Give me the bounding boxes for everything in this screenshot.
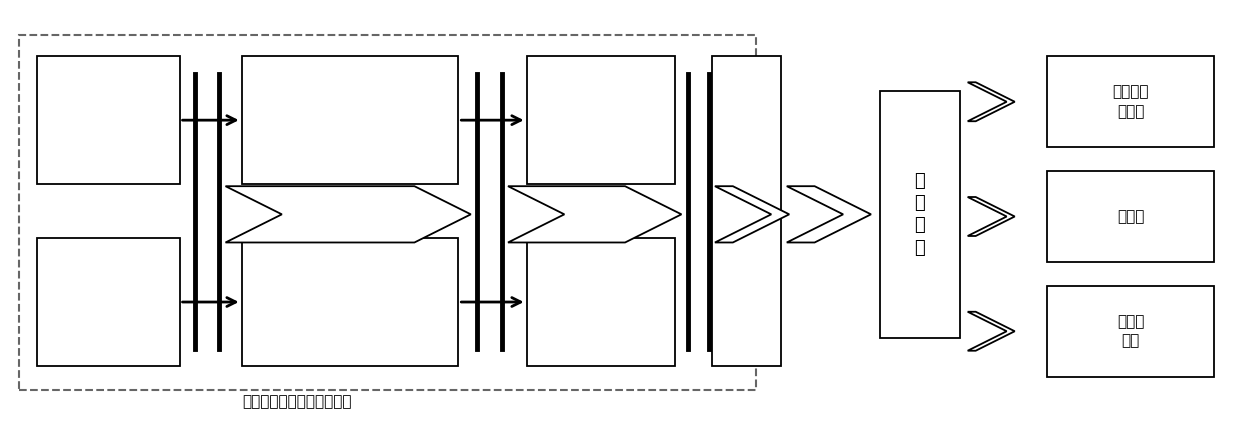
Text: 热状态
分析: 热状态 分析	[1116, 314, 1145, 349]
Polygon shape	[715, 186, 789, 242]
Bar	[37, 238, 180, 366]
Text: 内部温度
软测量: 内部温度 软测量	[1113, 84, 1149, 119]
Bar	[1047, 286, 1214, 377]
Polygon shape	[787, 186, 871, 242]
Bar	[242, 238, 458, 366]
Bar	[880, 91, 960, 338]
Bar	[1047, 56, 1214, 147]
Polygon shape	[968, 312, 1015, 351]
Bar	[712, 56, 781, 366]
Text: 前端管壳多点温度采集模块: 前端管壳多点温度采集模块	[243, 394, 352, 409]
Polygon shape	[508, 186, 681, 242]
Bar	[527, 238, 675, 366]
Bar	[37, 56, 180, 184]
Bar	[1047, 171, 1214, 262]
Bar	[527, 56, 675, 184]
Text: 后
台
软
件: 后 台 软 件	[914, 172, 926, 257]
Polygon shape	[968, 82, 1015, 121]
Bar	[242, 56, 458, 184]
Text: 数据库: 数据库	[1116, 209, 1145, 224]
Polygon shape	[225, 186, 471, 242]
Polygon shape	[968, 197, 1015, 236]
Bar	[19, 35, 756, 390]
